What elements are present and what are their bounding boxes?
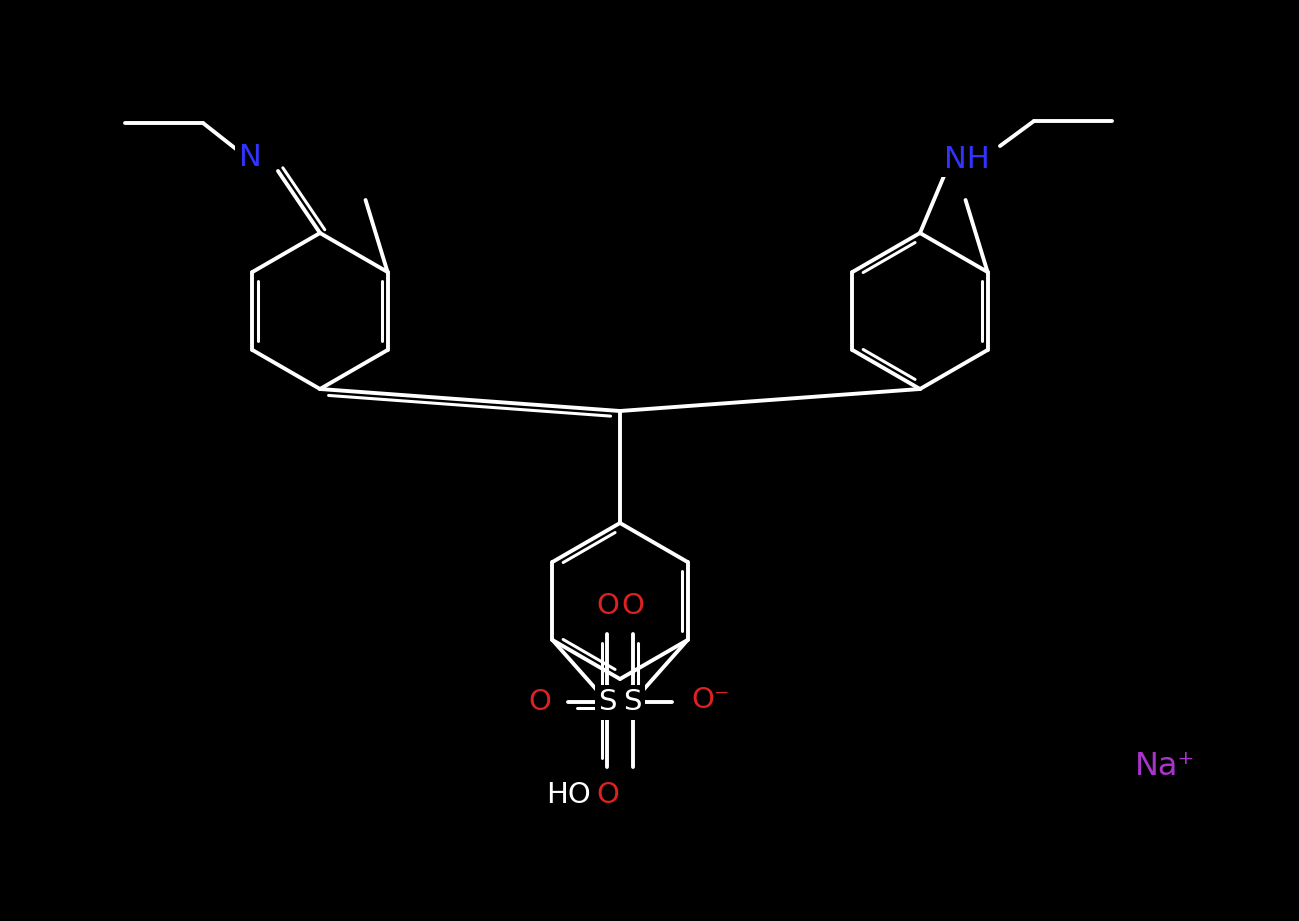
Text: O: O xyxy=(596,781,618,809)
Text: Na⁺: Na⁺ xyxy=(1135,751,1195,782)
Text: O⁻: O⁻ xyxy=(691,686,730,714)
Text: HO: HO xyxy=(546,781,591,809)
Text: O: O xyxy=(596,592,618,620)
Text: N: N xyxy=(239,143,261,171)
Text: O: O xyxy=(621,592,644,620)
Text: NH: NH xyxy=(944,145,990,173)
Text: O: O xyxy=(529,688,551,716)
Text: S: S xyxy=(624,688,642,716)
Text: S: S xyxy=(599,688,617,716)
